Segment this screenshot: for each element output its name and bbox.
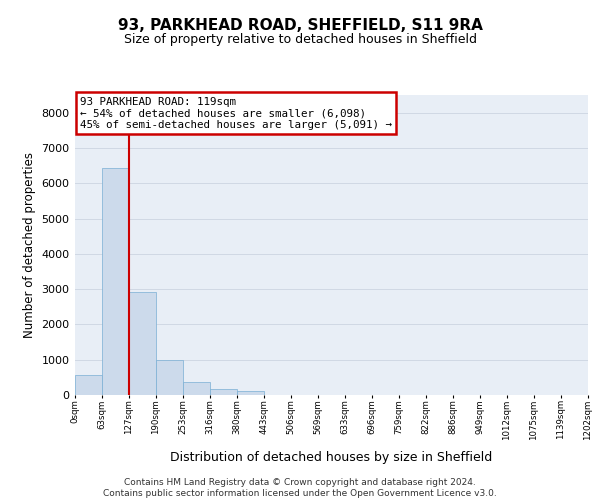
Bar [129,292,156,395]
Bar [156,360,183,395]
Bar [210,389,237,395]
Bar [237,392,264,395]
Text: 93 PARKHEAD ROAD: 119sqm
← 54% of detached houses are smaller (6,098)
45% of sem: 93 PARKHEAD ROAD: 119sqm ← 54% of detach… [80,96,392,130]
X-axis label: Distribution of detached houses by size in Sheffield: Distribution of detached houses by size … [170,450,493,464]
Text: Contains HM Land Registry data © Crown copyright and database right 2024.
Contai: Contains HM Land Registry data © Crown c… [103,478,497,498]
Bar [102,168,129,395]
Bar [75,375,102,395]
Bar [183,382,210,395]
Text: Size of property relative to detached houses in Sheffield: Size of property relative to detached ho… [124,32,476,46]
Y-axis label: Number of detached properties: Number of detached properties [23,152,36,338]
Text: 93, PARKHEAD ROAD, SHEFFIELD, S11 9RA: 93, PARKHEAD ROAD, SHEFFIELD, S11 9RA [118,18,482,32]
